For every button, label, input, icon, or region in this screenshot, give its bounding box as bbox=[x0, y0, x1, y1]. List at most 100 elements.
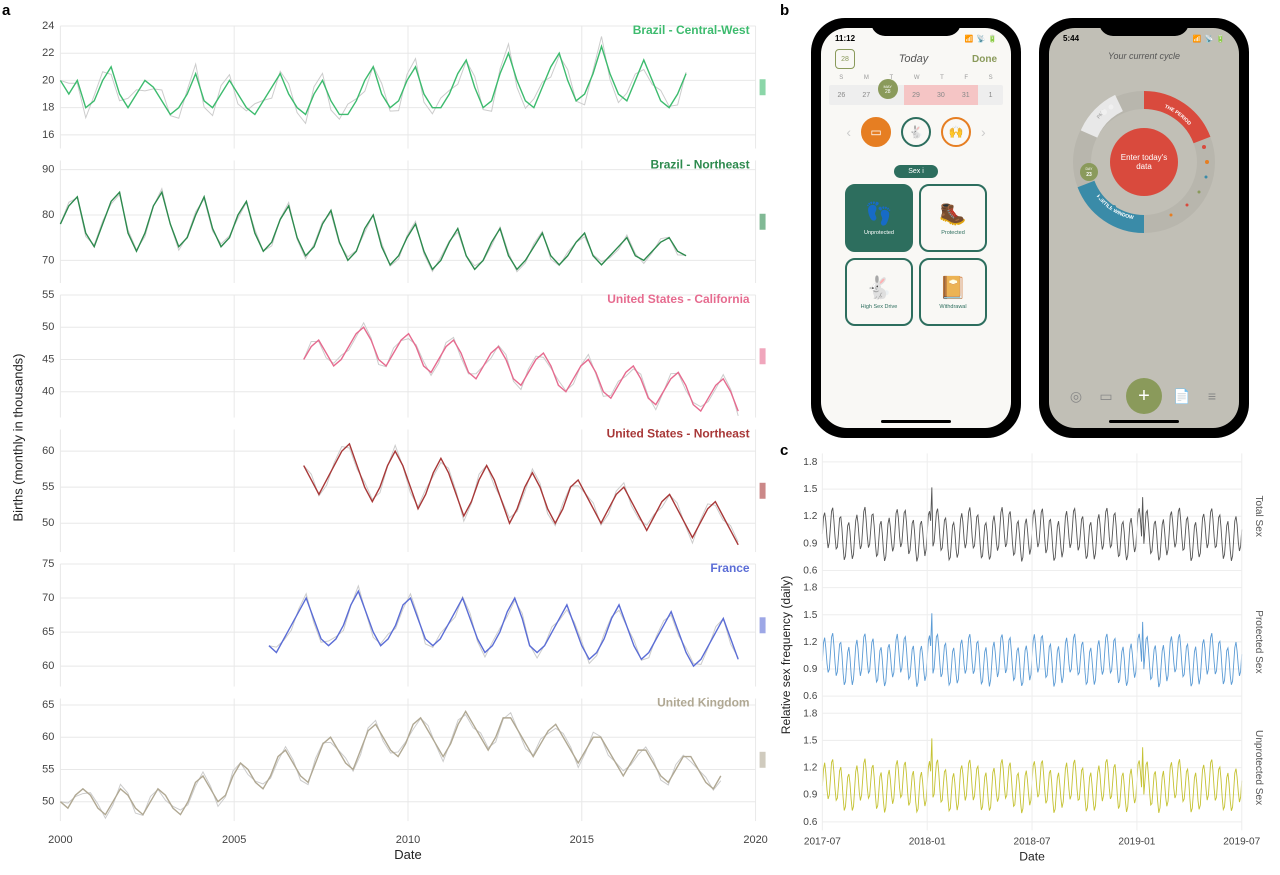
option-grid: 👣Unprotected🥾Protected🐇High Sex Drive📔Wi… bbox=[821, 184, 1011, 326]
svg-text:80: 80 bbox=[42, 209, 54, 221]
panel-label-c: c bbox=[780, 442, 788, 459]
svg-text:Protected Sex: Protected Sex bbox=[1253, 610, 1264, 673]
wifi-icon: 📡 bbox=[1205, 35, 1214, 43]
svg-text:United Kingdom: United Kingdom bbox=[657, 696, 749, 710]
cycle-ring[interactable]: DAY 23 THE PERIOD FERTILE WINDOW PMS bbox=[1059, 77, 1229, 247]
category-icon-1[interactable]: ▭ bbox=[861, 117, 891, 147]
svg-text:22: 22 bbox=[42, 47, 54, 59]
panel-label-a: a bbox=[2, 2, 10, 19]
svg-text:2020: 2020 bbox=[743, 834, 767, 846]
svg-text:55: 55 bbox=[42, 289, 54, 301]
prev-arrow-icon[interactable]: ‹ bbox=[846, 124, 851, 140]
page-title: Today bbox=[899, 53, 929, 65]
svg-text:0.9: 0.9 bbox=[803, 538, 817, 549]
phone-mockup-1: 11:12 📶 📡 🔋 28 Today Done SMTWTFS bbox=[811, 18, 1021, 438]
svg-text:Unprotected Sex: Unprotected Sex bbox=[1253, 730, 1264, 805]
status-time: 11:12 bbox=[835, 34, 855, 43]
svg-text:1.2: 1.2 bbox=[803, 511, 817, 522]
svg-text:United States - California: United States - California bbox=[607, 292, 750, 306]
wifi-icon: 📡 bbox=[977, 35, 986, 43]
done-button[interactable]: Done bbox=[972, 54, 997, 65]
svg-text:2018-01: 2018-01 bbox=[909, 837, 946, 848]
battery-icon: 🔋 bbox=[988, 35, 997, 43]
section-label: Sex i bbox=[894, 165, 938, 178]
svg-text:Date: Date bbox=[1019, 850, 1045, 864]
svg-text:60: 60 bbox=[42, 660, 54, 672]
svg-text:0.9: 0.9 bbox=[803, 790, 817, 801]
selected-date-pill[interactable]: MAY 28 bbox=[878, 79, 898, 99]
svg-text:2010: 2010 bbox=[396, 834, 420, 846]
svg-text:2000: 2000 bbox=[48, 834, 72, 846]
home-indicator[interactable] bbox=[1109, 420, 1179, 423]
nav-report-icon[interactable]: 📄 bbox=[1172, 386, 1192, 406]
svg-text:50: 50 bbox=[42, 321, 54, 333]
bottom-nav: ◎ ▭ + 📄 ≡ bbox=[1049, 378, 1239, 414]
svg-text:1.8: 1.8 bbox=[803, 708, 817, 719]
option-unprotected[interactable]: 👣Unprotected bbox=[845, 184, 913, 252]
calendar-button[interactable]: 28 bbox=[835, 49, 855, 69]
svg-text:0.6: 0.6 bbox=[803, 817, 817, 828]
home-indicator[interactable] bbox=[881, 420, 951, 423]
svg-text:1.5: 1.5 bbox=[803, 610, 817, 621]
date-strip[interactable]: MAY 28 2627282930311 bbox=[829, 85, 1003, 105]
cycle-title: Your current cycle bbox=[1049, 51, 1239, 61]
svg-text:50: 50 bbox=[42, 517, 54, 529]
svg-text:65: 65 bbox=[42, 699, 54, 711]
svg-text:2005: 2005 bbox=[222, 834, 246, 846]
phone-mockup-2: 5:44 📶 📡 🔋 Your current cycle bbox=[1039, 18, 1249, 438]
svg-text:50: 50 bbox=[42, 796, 54, 808]
frequency-chart: 0.6 0.9 1.2 1.5 1.8 Total Sex 0.6 0.9 1.2 1.5 1.8 P… bbox=[778, 443, 1272, 867]
svg-text:70: 70 bbox=[42, 592, 54, 604]
svg-text:Total Sex: Total Sex bbox=[1253, 495, 1264, 536]
svg-text:2017-07: 2017-07 bbox=[804, 837, 841, 848]
signal-icon: 📶 bbox=[1193, 35, 1202, 43]
weekday-strip: SMTWTFS bbox=[821, 73, 1011, 83]
option-withdrawal[interactable]: 📔Withdrawal bbox=[919, 258, 987, 326]
panel-a: 1618202224Brazil - Central-West708090Bra… bbox=[8, 8, 778, 867]
nav-menu-icon[interactable]: ≡ bbox=[1202, 386, 1222, 406]
signal-icon: 📶 bbox=[965, 35, 974, 43]
nav-add-button[interactable]: + bbox=[1126, 378, 1162, 414]
nav-cycle-icon[interactable]: ◎ bbox=[1066, 386, 1086, 406]
svg-text:Relative sex frequency (daily): Relative sex frequency (daily) bbox=[779, 576, 793, 734]
svg-text:40: 40 bbox=[42, 386, 54, 398]
svg-text:1.8: 1.8 bbox=[803, 583, 817, 594]
enter-data-button[interactable]: Enter today's data bbox=[1110, 128, 1178, 196]
svg-text:65: 65 bbox=[42, 626, 54, 638]
svg-text:Brazil - Central-West: Brazil - Central-West bbox=[633, 23, 750, 37]
category-icon-2[interactable]: 🐇 bbox=[901, 117, 931, 147]
svg-text:2018-07: 2018-07 bbox=[1014, 837, 1051, 848]
svg-text:Births (monthly in thousands): Births (monthly in thousands) bbox=[10, 354, 25, 522]
svg-text:60: 60 bbox=[42, 731, 54, 743]
status-time: 5:44 bbox=[1063, 34, 1079, 43]
svg-text:0.6: 0.6 bbox=[803, 691, 817, 702]
nav-calendar-icon[interactable]: ▭ bbox=[1096, 386, 1116, 406]
next-arrow-icon[interactable]: › bbox=[981, 124, 986, 140]
svg-text:Date: Date bbox=[394, 847, 421, 862]
svg-text:1.5: 1.5 bbox=[803, 735, 817, 746]
births-chart: 1618202224Brazil - Central-West708090Bra… bbox=[8, 8, 778, 867]
svg-text:0.9: 0.9 bbox=[803, 664, 817, 675]
svg-text:France: France bbox=[710, 561, 750, 575]
panel-label-b: b bbox=[780, 2, 789, 19]
svg-text:60: 60 bbox=[42, 445, 54, 457]
svg-text:1.2: 1.2 bbox=[803, 763, 817, 774]
svg-text:United States - Northeast: United States - Northeast bbox=[607, 426, 750, 440]
svg-text:23: 23 bbox=[1086, 172, 1092, 178]
svg-text:55: 55 bbox=[42, 481, 54, 493]
svg-text:45: 45 bbox=[42, 353, 54, 365]
category-icon-3[interactable]: 🙌 bbox=[941, 117, 971, 147]
svg-text:70: 70 bbox=[42, 254, 54, 266]
svg-text:DAY: DAY bbox=[1086, 167, 1094, 171]
option-high-sex-drive[interactable]: 🐇High Sex Drive bbox=[845, 258, 913, 326]
svg-text:2019-01: 2019-01 bbox=[1118, 837, 1155, 848]
svg-text:20: 20 bbox=[42, 74, 54, 86]
svg-text:0.6: 0.6 bbox=[803, 566, 817, 577]
svg-text:24: 24 bbox=[42, 20, 54, 32]
svg-text:2019-07: 2019-07 bbox=[1223, 837, 1260, 848]
svg-text:16: 16 bbox=[42, 129, 54, 141]
svg-text:55: 55 bbox=[42, 763, 54, 775]
svg-text:75: 75 bbox=[42, 558, 54, 570]
panel-b: 11:12 📶 📡 🔋 28 Today Done SMTWTFS bbox=[778, 8, 1272, 443]
option-protected[interactable]: 🥾Protected bbox=[919, 184, 987, 252]
